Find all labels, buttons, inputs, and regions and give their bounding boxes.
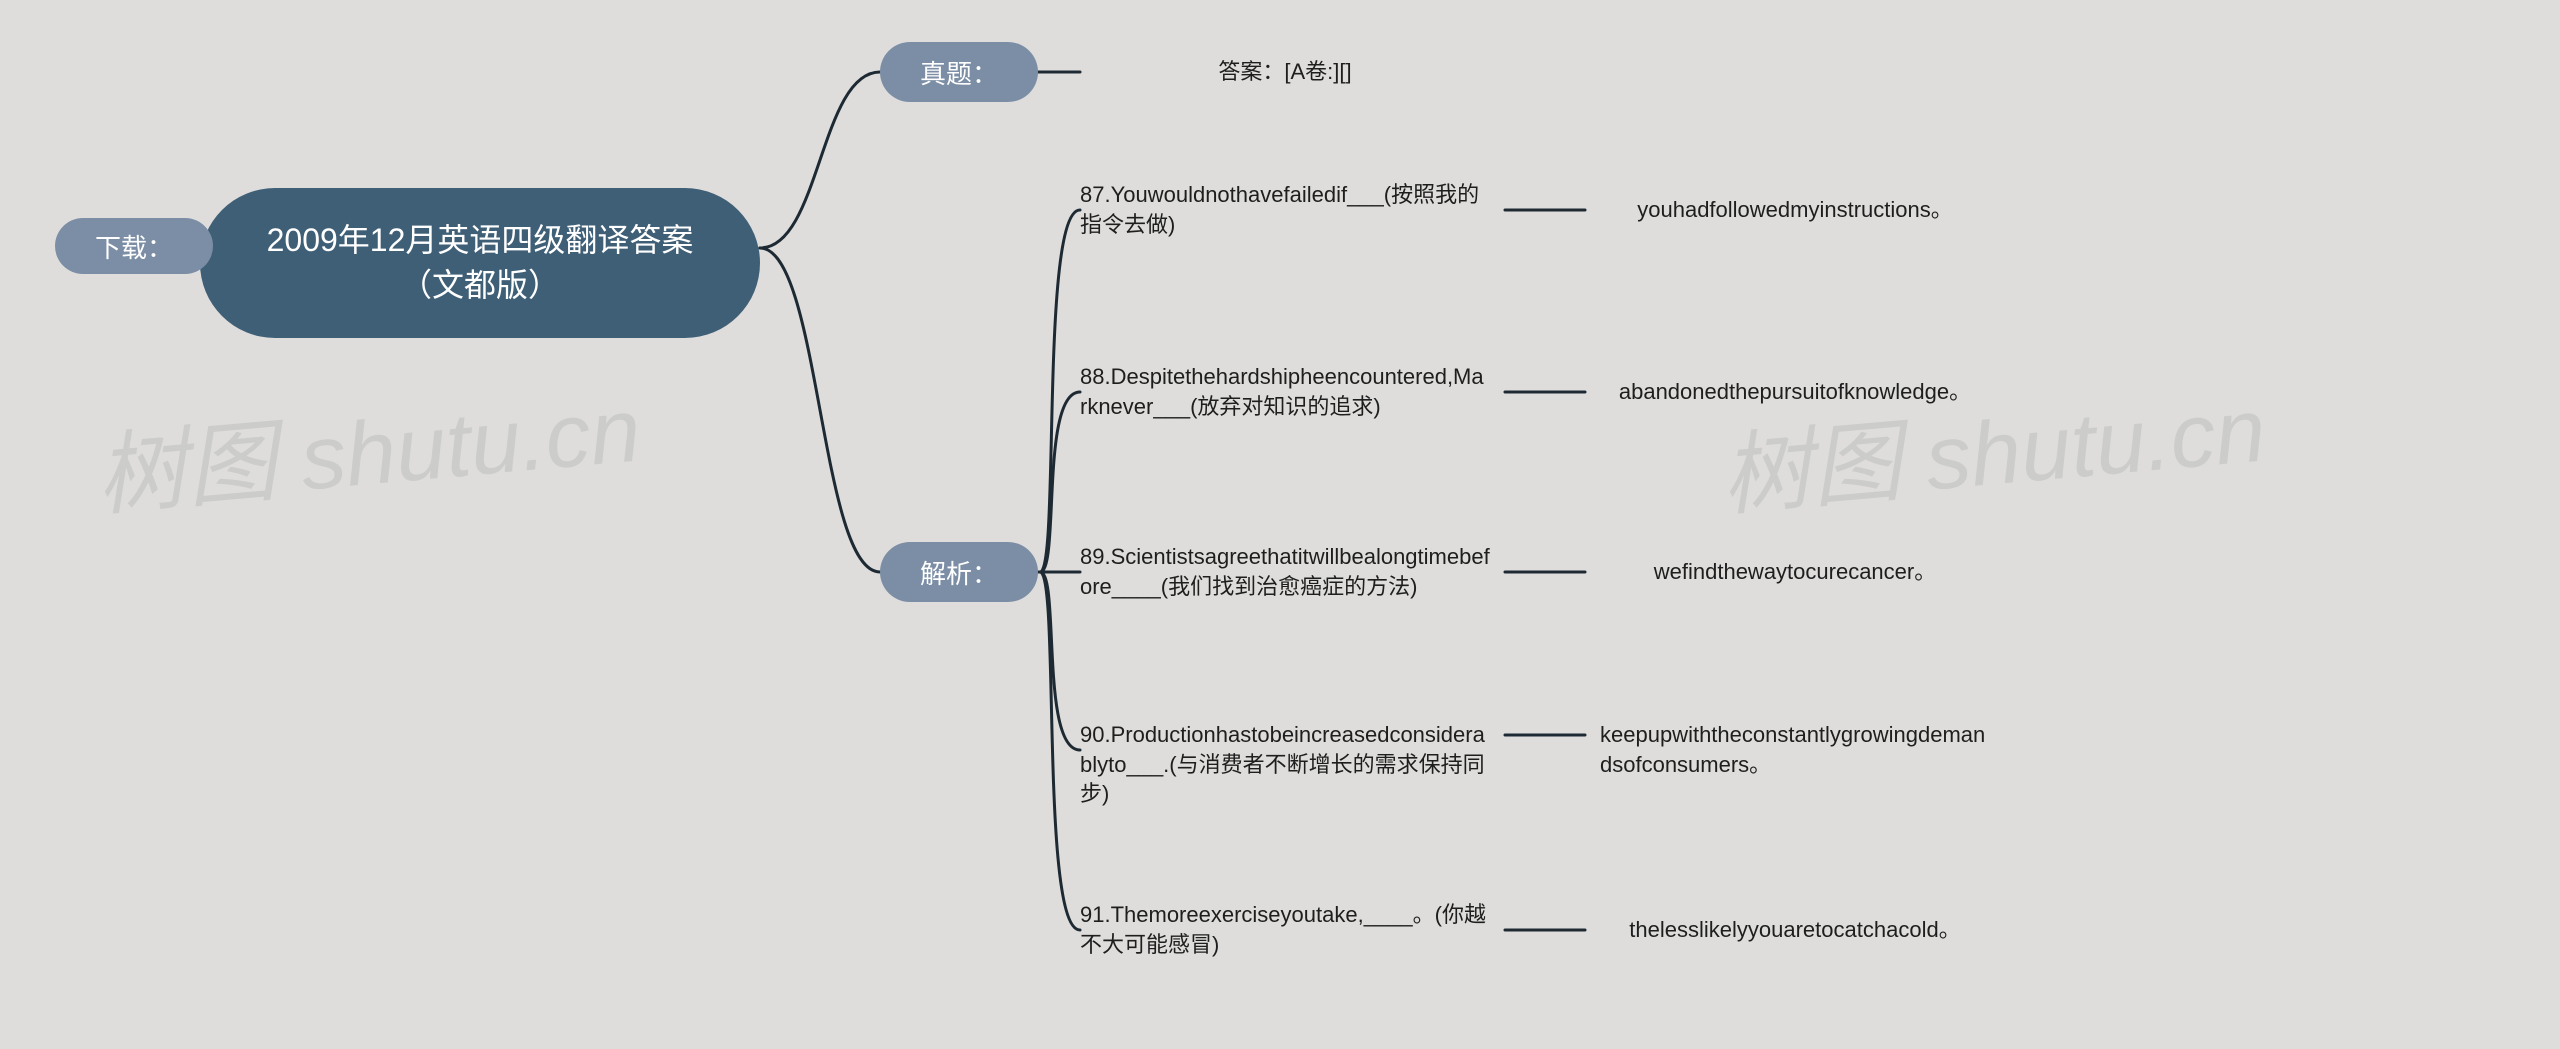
leaf-text: 91.Themoreexerciseyoutake,____。(你越不大可能感冒… (1080, 900, 1490, 959)
branch-label: 解析： (920, 554, 998, 591)
answer-text: youhadfollowedmyinstructions。 (1637, 195, 1953, 225)
leaf-q90: 90.Productionhastobeincreasedconsiderabl… (1080, 720, 1490, 809)
leaf-text: 90.Productionhastobeincreasedconsiderabl… (1080, 720, 1490, 809)
branch-zhenti: 真题： (880, 42, 1038, 102)
leaf-text: 88.Despitethehardshipheencountered,Markn… (1080, 362, 1490, 421)
root-node: 2009年12月英语四级翻译答案（文都版） (200, 188, 760, 338)
answer-text: thelesslikelyyouaretocatchacold。 (1629, 915, 1960, 945)
leaf-zhenti-1: 答案：[A卷:][] (1080, 54, 1490, 90)
leaf-text: 89.Scientistsagreethatitwillbealongtimeb… (1080, 542, 1490, 601)
branch-download: 下载： (55, 218, 213, 274)
leaf-q89: 89.Scientistsagreethatitwillbealongtimeb… (1080, 542, 1490, 602)
leaf-q87: 87.Youwouldnothavefailedif___(按照我的指令去做) (1080, 180, 1490, 240)
answer-text: keepupwiththeconstantlygrowingdemandsofc… (1600, 720, 1990, 779)
answer-q91: thelesslikelyyouaretocatchacold。 (1600, 915, 1990, 945)
leaf-q88: 88.Despitethehardshipheencountered,Markn… (1080, 362, 1490, 422)
leaf-text: 87.Youwouldnothavefailedif___(按照我的指令去做) (1080, 180, 1490, 239)
branch-download-label: 下载： (95, 228, 173, 265)
answer-q87: youhadfollowedmyinstructions。 (1600, 195, 1990, 225)
leaf-text: 答案：[A卷:][] (1218, 57, 1351, 87)
answer-q89: wefindthewaytocurecancer。 (1600, 557, 1990, 587)
answer-q90: keepupwiththeconstantlygrowingdemandsofc… (1600, 720, 1990, 779)
answer-text: abandonedthepursuitofknowledge。 (1619, 377, 1971, 407)
root-text: 2009年12月英语四级翻译答案（文都版） (250, 218, 710, 308)
answer-q88: abandonedthepursuitofknowledge。 (1600, 377, 1990, 407)
branch-jiexi: 解析： (880, 542, 1038, 602)
answer-text: wefindthewaytocurecancer。 (1654, 557, 1936, 587)
branch-label: 真题： (920, 54, 998, 91)
leaf-q91: 91.Themoreexerciseyoutake,____。(你越不大可能感冒… (1080, 900, 1490, 960)
canvas-background (0, 0, 2560, 1049)
